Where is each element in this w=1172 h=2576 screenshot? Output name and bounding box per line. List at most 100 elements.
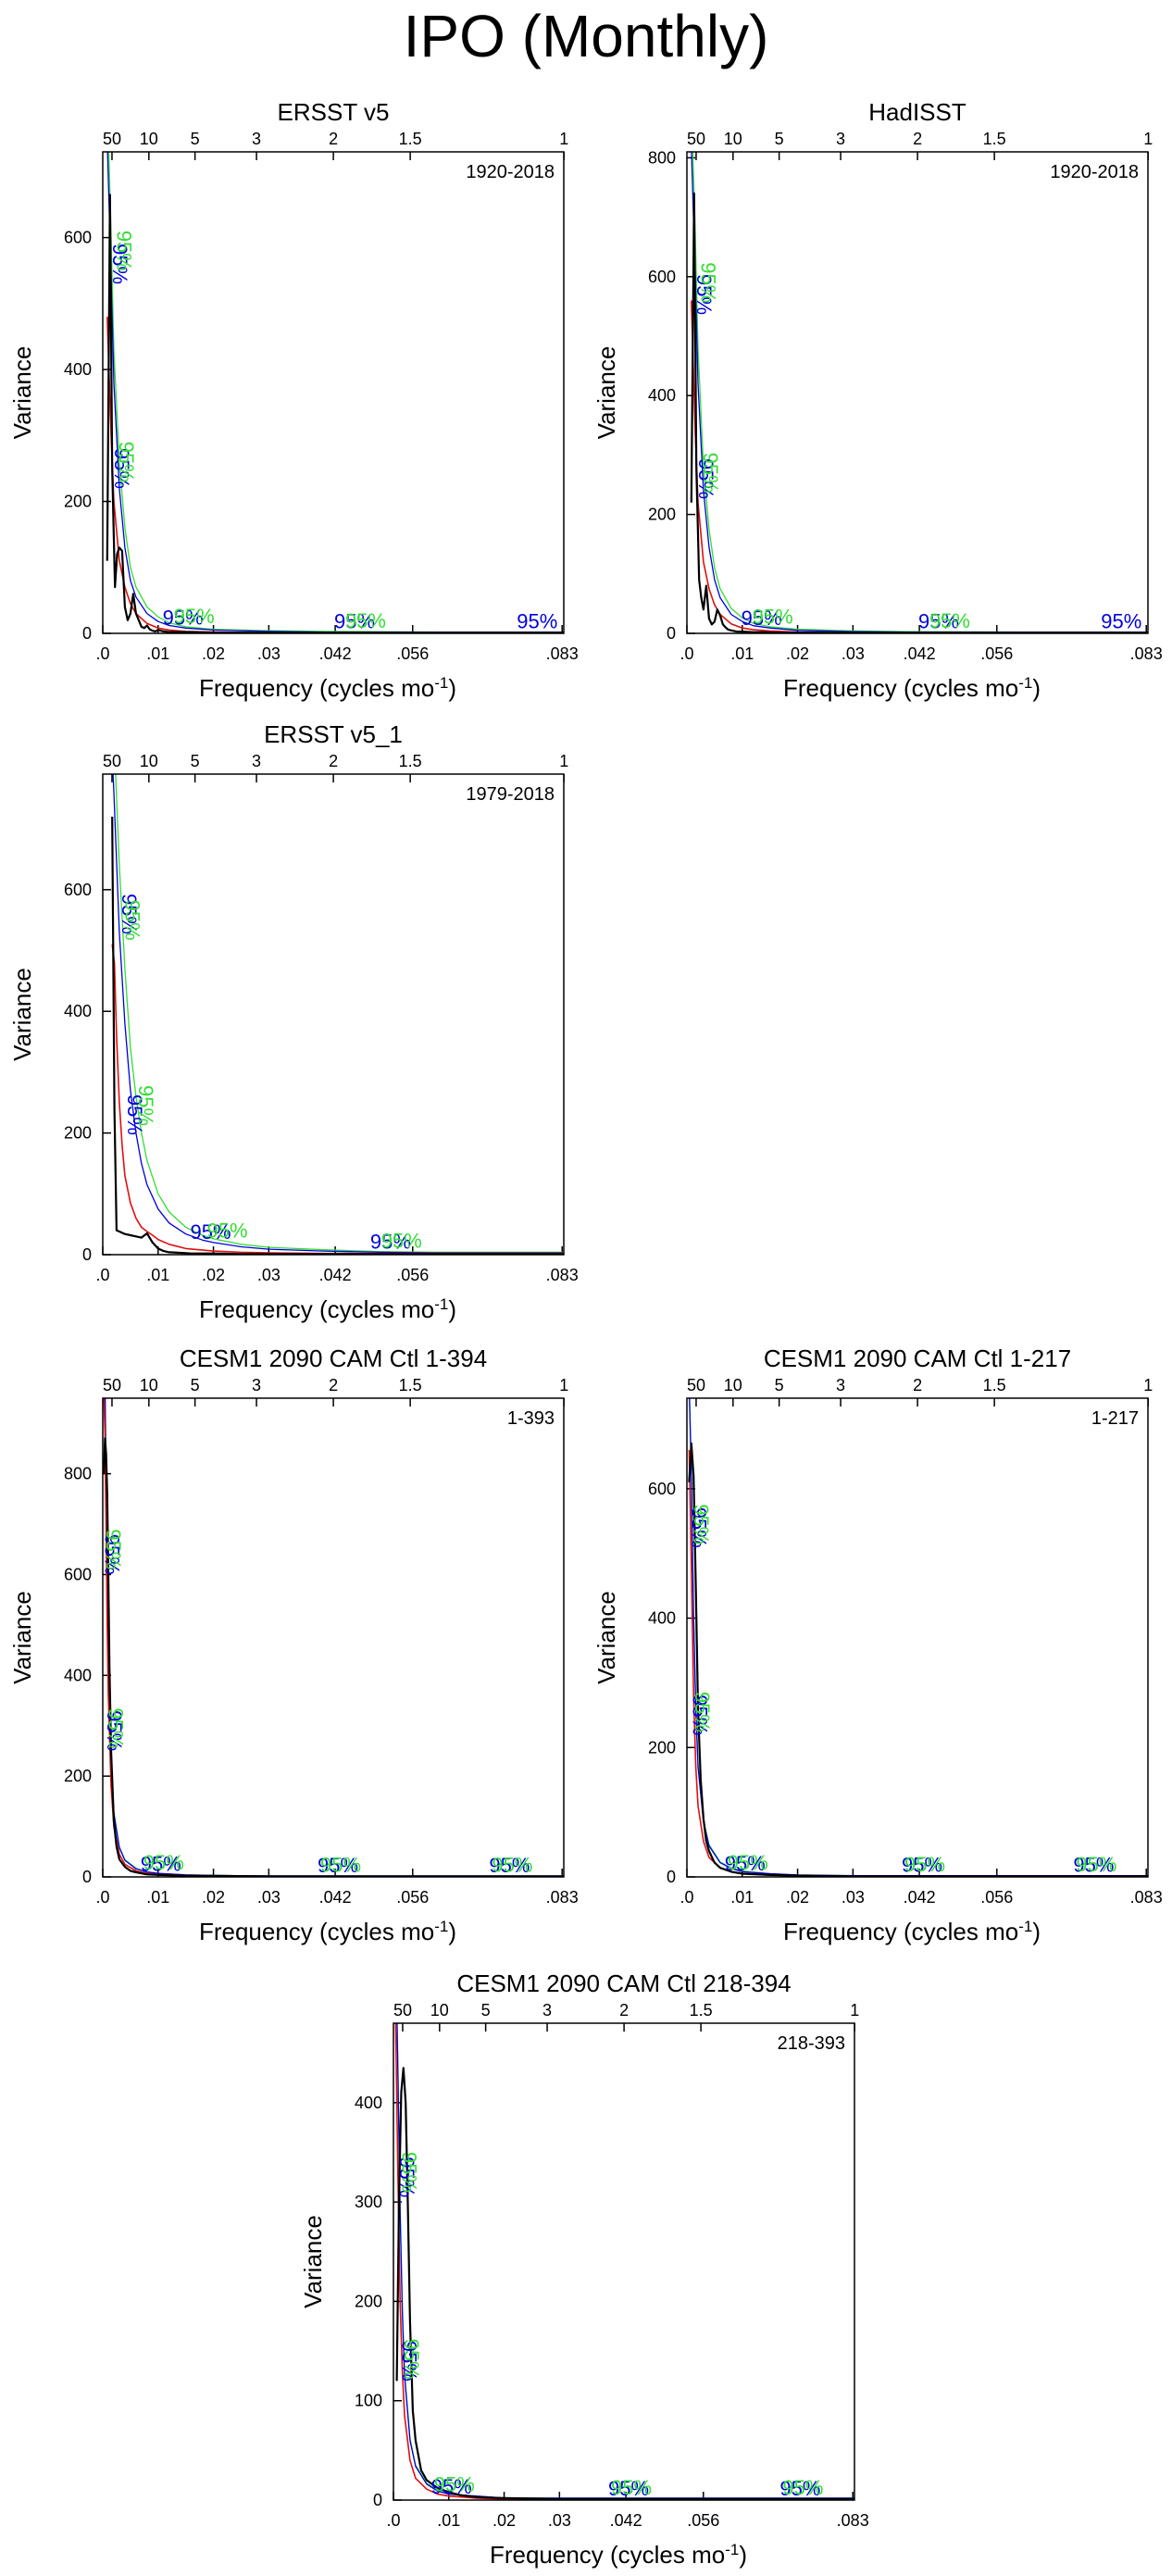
x-tick-label: .042 xyxy=(610,2511,642,2530)
confidence-label: 95% xyxy=(102,1529,125,1569)
confidence-label: 95% xyxy=(692,274,716,315)
confidence-label: 95% xyxy=(1073,1854,1114,1877)
plot-frame xyxy=(102,773,565,1256)
chart-title: CESM1 2090 CAM Ctl 218-394 xyxy=(456,1970,791,1997)
plot-frame xyxy=(393,2022,855,2501)
x-tick-label: .056 xyxy=(396,644,429,663)
confidence-label: 95% xyxy=(398,2152,421,2193)
x-tick-label: .083 xyxy=(546,644,579,663)
top-tick-label: 1.5 xyxy=(399,752,422,770)
y-tick-label: 0 xyxy=(82,1868,92,1886)
y-tick-label: 400 xyxy=(648,1609,676,1628)
x-tick-label: .03 xyxy=(257,1266,281,1284)
y-tick-label: 0 xyxy=(82,624,92,643)
top-tick-label: 3 xyxy=(252,130,261,148)
confidence-label: 95% xyxy=(123,1094,146,1135)
top-tick-label: 2 xyxy=(329,1376,338,1394)
y-tick-label: 200 xyxy=(648,1738,676,1757)
y-tick-label: 300 xyxy=(355,2193,382,2211)
x-tick-label: .042 xyxy=(319,1266,352,1284)
confidence-label: 95% xyxy=(110,448,133,489)
plot-frame xyxy=(686,151,1149,634)
confidence-label: 95% xyxy=(141,1852,181,1875)
y-tick-label: 0 xyxy=(667,1868,676,1886)
top-tick-label: 5 xyxy=(191,752,200,770)
red-noise-curve xyxy=(688,1449,1148,1877)
x-tick-label: .042 xyxy=(904,644,936,663)
y-axis-label: Variance xyxy=(592,1591,620,1684)
blue-confidence-curve xyxy=(104,1398,564,1877)
confidence-label: 95% xyxy=(206,1219,247,1243)
y-tick-label: 400 xyxy=(648,386,676,405)
period-label: 1920-2018 xyxy=(1050,162,1139,182)
x-tick-label: .056 xyxy=(396,1888,429,1907)
confidence-label: 95% xyxy=(115,442,138,482)
spectrum-curve xyxy=(690,192,1148,633)
confidence-label: 95% xyxy=(492,1853,532,1876)
curves xyxy=(111,774,564,1255)
top-tick-label: 1.5 xyxy=(399,130,422,148)
spectrum-curve xyxy=(688,1442,1148,1877)
y-tick-label: 600 xyxy=(64,229,92,247)
top-tick-label: 50 xyxy=(393,2001,412,2020)
x-tick-label: .083 xyxy=(546,1888,579,1907)
green-confidence-curve xyxy=(115,774,564,1254)
x-axis-label: Frequency (cycles mo-1) xyxy=(199,1918,456,1946)
x-tick-label: .083 xyxy=(1130,1888,1163,1907)
confidence-label: 95% xyxy=(699,453,722,494)
chart-panel-6: CESM1 2090 CAM Ctl 218-394 .0 .01 .02 .03 .04… xyxy=(299,1970,869,2569)
confidence-label: 95% xyxy=(753,606,793,629)
confidence-label: 95% xyxy=(370,1230,411,1253)
confidence-label: 95% xyxy=(697,262,720,303)
top-tick-label: 10 xyxy=(430,2001,449,2020)
confidence-label: 95% xyxy=(489,1854,530,1877)
spectrum-curve xyxy=(103,1437,564,1877)
confidence-label: 95% xyxy=(334,610,375,633)
top-tick-label: 10 xyxy=(140,1376,158,1394)
top-tick-label: 10 xyxy=(724,130,742,148)
confidence-label: 95% xyxy=(929,609,970,632)
chart-title: ERSST v5_1 xyxy=(264,720,403,748)
confidence-label: 95% xyxy=(904,1853,945,1876)
red-noise-curve xyxy=(111,944,564,1255)
confidence-label: 95% xyxy=(174,605,215,628)
confidence-label: 95% xyxy=(918,610,959,633)
confidence-label: 95% xyxy=(902,1854,942,1877)
top-tick-label: 50 xyxy=(103,130,121,148)
top-tick-label: 1 xyxy=(1143,130,1153,148)
y-axis-label: Variance xyxy=(8,346,36,440)
blue-confidence-curve xyxy=(112,774,564,1254)
confidence-label: 95% xyxy=(143,1851,184,1874)
y-tick-label: 200 xyxy=(64,493,92,511)
x-tick-label: .083 xyxy=(546,1266,579,1284)
confidence-label: 95% xyxy=(1101,610,1141,633)
y-tick-label: 200 xyxy=(64,1124,92,1143)
x-tick-label: .03 xyxy=(842,644,865,663)
confidence-label: 95% xyxy=(191,1220,231,1244)
top-tick-label: 1 xyxy=(559,1376,568,1394)
confidence-label: 95% xyxy=(691,1692,714,1732)
x-axis-label: Frequency (cycles mo-1) xyxy=(199,674,456,703)
top-tick-label: 1.5 xyxy=(690,2001,713,2020)
chart-panel-4: CESM1 2090 CAM Ctl 1-394 .0 .01 .02 .03 .042.… xyxy=(8,1344,579,1946)
period-label: 1-217 xyxy=(1091,1408,1139,1429)
chart-title: CESM1 2090 CAM Ctl 1-217 xyxy=(764,1344,1071,1372)
x-tick-label: .01 xyxy=(146,1888,169,1907)
y-axis-label: Variance xyxy=(592,346,620,440)
y-axis-label: Variance xyxy=(8,968,36,1061)
top-tick-label: 5 xyxy=(775,130,784,148)
x-tick-label: .02 xyxy=(202,1888,225,1907)
top-tick-label: 5 xyxy=(775,1376,784,1394)
confidence-label: 95% xyxy=(431,2475,472,2498)
x-tick-label: .083 xyxy=(1130,644,1163,663)
top-tick-label: 50 xyxy=(103,1376,121,1394)
blue-confidence-curve xyxy=(106,152,564,633)
chart-title: HadISST xyxy=(868,98,966,126)
y-tick-label: 600 xyxy=(648,1480,676,1498)
y-tick-label: 400 xyxy=(64,1002,92,1020)
y-tick-label: 0 xyxy=(82,1245,92,1264)
confidence-label: 95% xyxy=(395,2157,418,2197)
x-tick-label: .02 xyxy=(202,644,225,663)
